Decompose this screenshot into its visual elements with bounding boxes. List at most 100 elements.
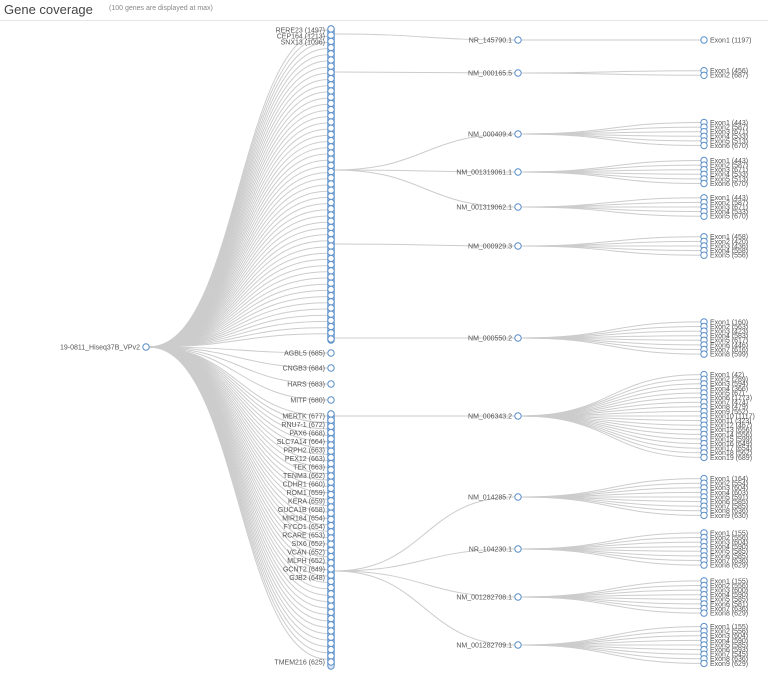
- exon-node[interactable]: [700, 141, 708, 150]
- gene-node[interactable]: [327, 291, 335, 300]
- transcript-node[interactable]: [514, 545, 522, 553]
- transcript-node[interactable]: [514, 641, 522, 649]
- gene-node[interactable]: [327, 248, 335, 256]
- gene-node[interactable]: [327, 534, 335, 542]
- gene-node[interactable]: [327, 627, 335, 635]
- transcript-node[interactable]: [514, 412, 522, 420]
- transcript-node[interactable]: [514, 593, 522, 601]
- gene-node[interactable]: [327, 285, 335, 294]
- gene-node[interactable]: [327, 447, 335, 455]
- gene-node[interactable]: [327, 416, 335, 424]
- gene-node[interactable]: [327, 298, 335, 306]
- gene-node[interactable]: [327, 236, 335, 244]
- exon-node[interactable]: [700, 212, 708, 220]
- gene-node[interactable]: [327, 478, 335, 486]
- exon-node[interactable]: [700, 511, 708, 520]
- gene-node[interactable]: [327, 521, 335, 530]
- transcript-node[interactable]: [514, 36, 522, 44]
- gene-node[interactable]: [327, 211, 335, 219]
- transcript-node[interactable]: [514, 242, 522, 250]
- exon-node[interactable]: [700, 179, 708, 188]
- gene-node[interactable]: [327, 484, 335, 493]
- gene-node[interactable]: [327, 81, 335, 89]
- gene-node[interactable]: [327, 459, 335, 468]
- exon-node[interactable]: [700, 453, 708, 462]
- gene-node[interactable]: [327, 136, 335, 145]
- gene-node[interactable]: [327, 583, 335, 592]
- gene-node[interactable]: [327, 304, 335, 312]
- gene-node[interactable]: [327, 223, 335, 232]
- gene-node[interactable]: [327, 99, 335, 108]
- exon-node[interactable]: [700, 251, 708, 259]
- gene-node[interactable]: [327, 633, 335, 641]
- gene-node[interactable]: [327, 509, 335, 517]
- gene-node[interactable]: [327, 198, 335, 207]
- gene-node[interactable]: [327, 180, 335, 188]
- gene-node[interactable]: [327, 472, 335, 480]
- gene-node[interactable]: [327, 161, 335, 170]
- gene-node[interactable]: [327, 540, 335, 548]
- gene-node[interactable]: [327, 229, 335, 238]
- gene-node[interactable]: [327, 242, 335, 250]
- transcript-node[interactable]: [514, 334, 522, 342]
- gene-node[interactable]: [327, 441, 335, 449]
- transcript-node[interactable]: [514, 168, 522, 176]
- gene-node[interactable]: [327, 396, 335, 404]
- gene-node[interactable]: [327, 515, 335, 524]
- gene-node[interactable]: [327, 62, 335, 70]
- gene-node[interactable]: [327, 130, 335, 139]
- gene-node[interactable]: [327, 435, 335, 443]
- gene-node[interactable]: [327, 273, 335, 281]
- gene-node[interactable]: [327, 192, 335, 201]
- gene-node[interactable]: [327, 174, 335, 182]
- gene-node[interactable]: [327, 422, 335, 431]
- gene-node[interactable]: [327, 43, 335, 52]
- transcript-node[interactable]: [514, 203, 522, 211]
- gene-node[interactable]: [327, 410, 335, 418]
- gene-node[interactable]: [327, 652, 335, 660]
- gene-node[interactable]: [327, 335, 335, 343]
- gene-node[interactable]: [327, 645, 335, 654]
- gene-node[interactable]: [327, 68, 335, 77]
- gene-node[interactable]: [327, 565, 335, 573]
- gene-node[interactable]: [327, 25, 335, 33]
- gene-node[interactable]: [327, 155, 335, 163]
- gene-node[interactable]: [327, 167, 335, 176]
- gene-node[interactable]: [327, 37, 335, 46]
- exon-node[interactable]: [700, 350, 708, 358]
- gene-node[interactable]: [327, 105, 335, 114]
- transcript-node[interactable]: [514, 493, 522, 501]
- gene-node[interactable]: [327, 149, 335, 157]
- exon-node[interactable]: [700, 609, 708, 617]
- gene-node[interactable]: [327, 112, 335, 120]
- gene-node[interactable]: [327, 596, 335, 604]
- gene-node[interactable]: [327, 497, 335, 505]
- exon-node[interactable]: [700, 659, 708, 668]
- gene-node[interactable]: [327, 490, 335, 499]
- gene-node[interactable]: [327, 503, 335, 511]
- gene-node[interactable]: [327, 571, 335, 579]
- gene-node[interactable]: [327, 528, 335, 536]
- transcript-node[interactable]: [514, 130, 522, 138]
- gene-node[interactable]: [327, 546, 335, 555]
- gene-node[interactable]: [327, 329, 335, 337]
- gene-node[interactable]: [327, 380, 335, 388]
- gene-node[interactable]: [327, 267, 335, 275]
- exon-node[interactable]: [700, 71, 708, 79]
- gene-node[interactable]: [327, 254, 335, 263]
- gene-node[interactable]: [327, 217, 335, 225]
- gene-node[interactable]: [327, 143, 335, 151]
- gene-node[interactable]: [327, 621, 335, 629]
- gene-node[interactable]: [327, 614, 335, 623]
- transcript-node[interactable]: [514, 69, 522, 77]
- gene-node[interactable]: [327, 559, 335, 567]
- gene-node[interactable]: [327, 428, 335, 437]
- gene-node[interactable]: [327, 310, 335, 318]
- gene-node[interactable]: [327, 31, 335, 39]
- gene-node[interactable]: [327, 279, 335, 287]
- gene-node[interactable]: [327, 453, 335, 462]
- root-node[interactable]: [142, 343, 150, 351]
- gene-node[interactable]: [327, 590, 335, 598]
- gene-node[interactable]: [327, 349, 335, 357]
- exon-node[interactable]: [700, 561, 708, 569]
